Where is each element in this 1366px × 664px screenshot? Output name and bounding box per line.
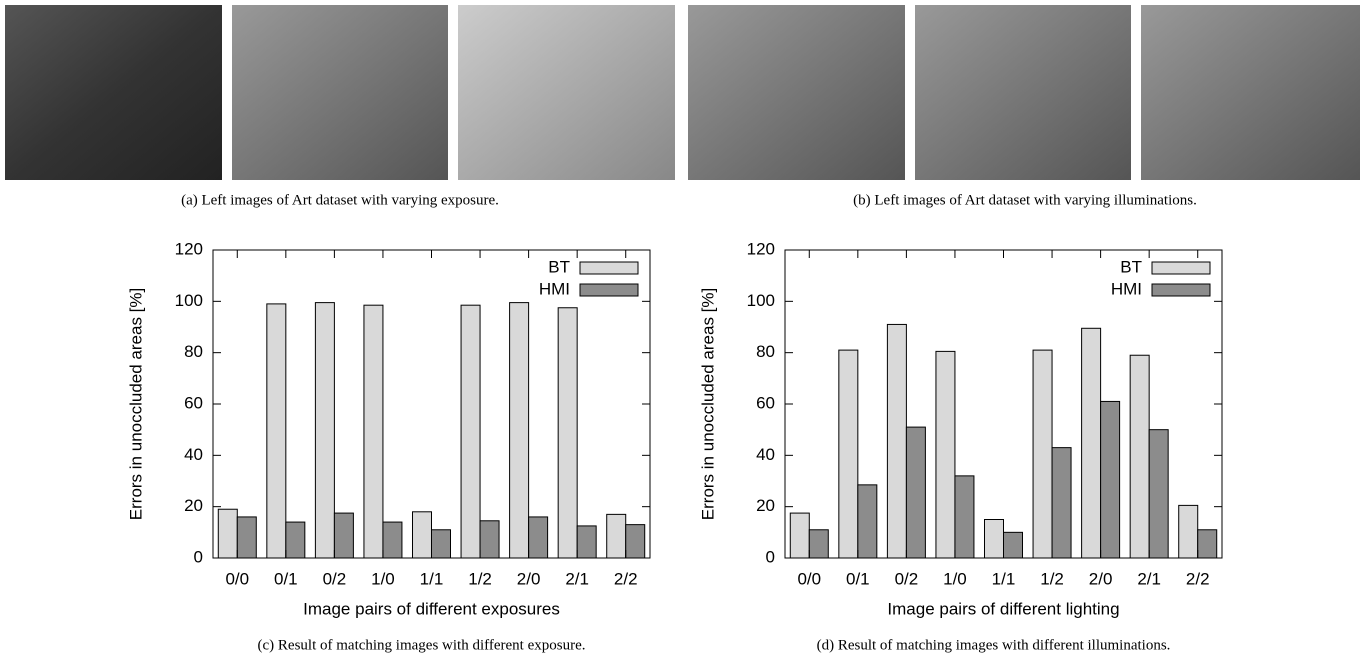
chart-caption: (d) Result of matching images with diffe… [817,637,1171,653]
bar [576,525,597,559]
bar [285,521,306,559]
x-tick-label: 0/0 [225,569,249,588]
photo [232,5,448,180]
photos [5,5,1360,180]
legend-label: BT [548,257,570,276]
bar [838,349,859,559]
bar [857,484,878,559]
bar [333,512,354,559]
y-tick-label: 80 [184,342,203,361]
y-axis-title: Errors in unoccluded areas [%] [126,288,145,520]
bar [625,524,646,559]
bar [1051,447,1072,559]
x-tick-label: 1/0 [371,569,395,588]
photo [1141,5,1360,180]
x-tick-label: 2/1 [1137,569,1161,588]
bar [1148,429,1169,559]
x-tick-label: 0/2 [895,569,919,588]
y-tick-label: 60 [756,393,775,412]
x-tick-label: 0/1 [846,569,870,588]
photo [5,5,222,180]
x-axis-title: Image pairs of different exposures [303,599,560,618]
x-tick-label: 0/0 [797,569,821,588]
legend-swatch [1151,261,1211,275]
y-tick-label: 100 [747,291,775,310]
bar [528,516,549,559]
y-tick-label: 0 [766,547,775,566]
x-tick-label: 1/2 [1040,569,1064,588]
bar [954,475,975,559]
y-axis-title: Errors in unoccluded areas [%] [698,288,717,520]
y-tick-label: 20 [756,496,775,515]
y-tick-label: 40 [756,445,775,464]
bar [606,513,627,559]
bar [479,520,500,559]
bar [217,508,238,559]
photo [688,5,905,180]
chart-caption: (c) Result of matching images with diffe… [258,637,586,653]
photo [915,5,1131,180]
caption: (a) Left images of Art dataset with vary… [181,192,499,208]
bar [363,304,384,559]
x-tick-label: 1/1 [992,569,1016,588]
bar [808,529,829,559]
x-tick-label: 1/2 [468,569,492,588]
y-tick-label: 100 [175,291,203,310]
legend-label: HMI [539,279,570,298]
x-tick-label: 2/2 [614,569,638,588]
x-tick-label: 1/0 [943,569,967,588]
bar [886,323,907,559]
bar [1129,354,1150,559]
y-tick-label: 40 [184,445,203,464]
bar [557,307,578,559]
bar [314,302,335,559]
bar [509,302,530,559]
y-tick-label: 20 [184,496,203,515]
bar [382,521,403,559]
y-tick-label: 120 [175,239,203,258]
bar [935,350,956,559]
bar [236,516,257,559]
x-axis-title: Image pairs of different lighting [887,599,1119,618]
bar [1178,504,1199,559]
bar [1100,400,1121,559]
bar [1081,327,1102,559]
x-tick-label: 1/1 [420,569,444,588]
bar [1003,531,1023,559]
y-tick-label: 80 [756,342,775,361]
x-tick-label: 2/0 [517,569,541,588]
x-tick-label: 0/1 [274,569,298,588]
legend-swatch [579,261,639,275]
caption: (b) Left images of Art dataset with vary… [853,192,1197,208]
x-tick-label: 2/2 [1186,569,1210,588]
x-tick-label: 2/1 [565,569,589,588]
x-tick-label: 2/0 [1089,569,1113,588]
bar [460,304,481,559]
bar [412,511,432,559]
photo [458,5,675,180]
y-tick-label: 120 [747,239,775,258]
bar [266,303,287,559]
legend-swatch [579,283,639,297]
bar [984,519,1004,559]
legend-label: BT [1120,257,1142,276]
x-tick-label: 0/2 [323,569,347,588]
y-tick-label: 60 [184,393,203,412]
bar [789,512,810,559]
bar [905,426,926,559]
bar [431,529,451,559]
bar [1032,349,1053,559]
bar [1197,529,1218,559]
legend-swatch [1151,283,1211,297]
y-tick-label: 0 [194,547,203,566]
legend-label: HMI [1111,279,1142,298]
